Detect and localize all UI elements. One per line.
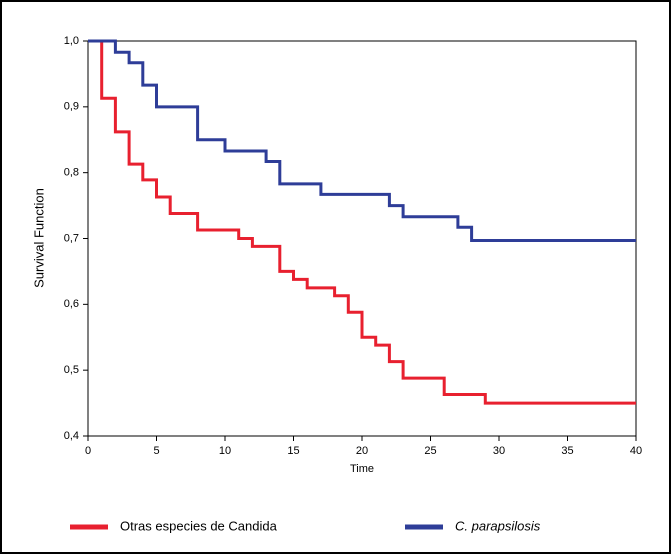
- x-tick-label: 5: [153, 445, 159, 457]
- y-tick-label: 0,6: [64, 298, 79, 310]
- y-tick-label: 1,0: [64, 35, 79, 47]
- x-tick-label: 35: [561, 445, 573, 457]
- y-tick-label: 0,7: [64, 232, 79, 244]
- x-tick-label: 10: [219, 445, 231, 457]
- y-tick-label: 0,5: [64, 364, 79, 376]
- x-tick-label: 30: [493, 445, 505, 457]
- legend-label: C. parapsilosis: [455, 518, 541, 533]
- survival-line: [88, 39, 636, 405]
- x-tick-label: 25: [424, 445, 436, 457]
- legend-label: Otras especies de Candida: [120, 518, 278, 533]
- y-axis-label: Survival Function: [31, 188, 46, 288]
- x-tick-label: 40: [630, 445, 642, 457]
- x-tick-label: 0: [85, 445, 91, 457]
- survival-line: [88, 39, 636, 242]
- y-tick-label: 0,8: [64, 167, 79, 179]
- x-axis-label: Time: [350, 463, 374, 475]
- y-tick-label: 0,9: [64, 101, 79, 113]
- x-tick-label: 20: [356, 445, 368, 457]
- y-tick-label: 0,4: [64, 430, 79, 442]
- x-tick-label: 15: [287, 445, 299, 457]
- plot-area: [87, 40, 637, 437]
